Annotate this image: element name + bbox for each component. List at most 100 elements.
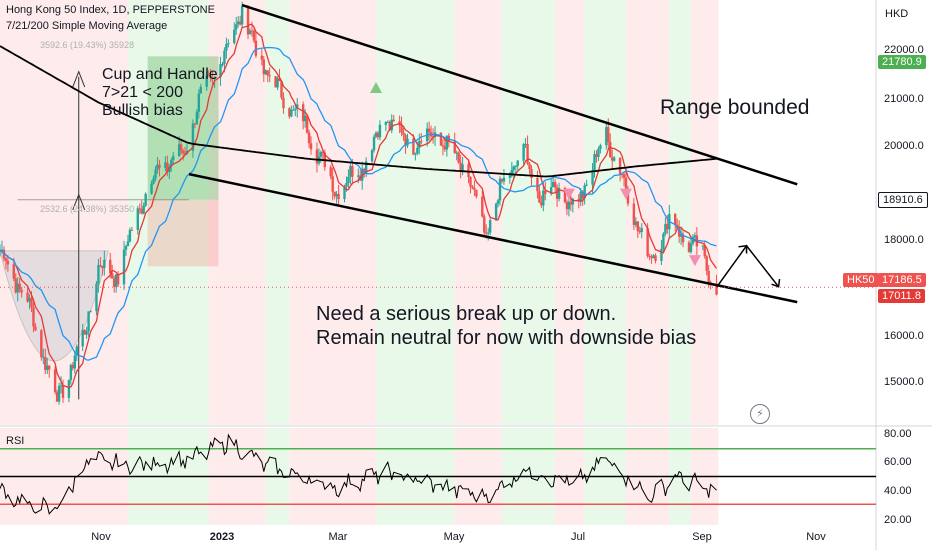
regime-band-5	[375, 0, 455, 425]
candle-body-228	[624, 177, 628, 189]
candle-body-135	[370, 150, 374, 162]
candle-body-48	[128, 229, 132, 242]
candle-body-74	[199, 86, 202, 94]
x-tick-nov-2022: Nov	[91, 531, 111, 543]
candle-body-21	[55, 392, 59, 402]
candle-body-13	[32, 307, 35, 327]
rsi-tick-80: 80.00	[884, 428, 912, 440]
price-tick-15000: 15000.0	[884, 376, 924, 388]
candle-body-245	[674, 213, 677, 225]
candle-body-166	[455, 152, 458, 154]
candle-body-168	[459, 162, 462, 171]
sma21-line	[0, 46, 717, 361]
candle-body-200	[549, 187, 553, 194]
candle-body-165	[453, 141, 456, 153]
candle-body-194	[530, 168, 533, 178]
signal-marker-3	[688, 255, 701, 267]
candle-body-187	[512, 166, 515, 170]
break-line-2: Remain neutral for now with downside bia…	[316, 327, 697, 349]
candle-body-43	[114, 274, 118, 287]
candle-body-87	[236, 21, 240, 25]
candle-body-84	[227, 42, 230, 44]
candle-body-188	[514, 165, 517, 167]
candle-body-146	[400, 125, 403, 133]
candle-body-225	[618, 157, 622, 175]
candle-body-125	[343, 186, 346, 200]
candle-body-19	[48, 365, 51, 370]
candle-body-36	[97, 265, 100, 284]
x-tick-jul: Jul	[570, 531, 586, 543]
candle-body-252	[691, 237, 695, 244]
candle-body-111	[303, 115, 307, 122]
candle-body-33	[87, 311, 90, 332]
candle-body-52	[140, 208, 143, 214]
regime-band-8	[555, 0, 585, 425]
candle-body-76	[207, 75, 210, 77]
candle-body-114	[309, 143, 313, 150]
candle-body-49	[130, 229, 134, 231]
candle-body-93	[252, 31, 256, 41]
candle-body-234	[640, 228, 643, 232]
candle-body-121	[331, 176, 334, 192]
cup-handle-annotation: Cup and Handle 7>21 < 200 Bullish bias	[102, 66, 218, 120]
candle-body-130	[357, 175, 360, 177]
candle-body-134	[364, 161, 368, 174]
candle-body-100	[274, 76, 277, 88]
projection-arrow-up	[738, 244, 748, 254]
last-symbol-tag: HK50	[843, 273, 879, 287]
candle-body-141	[386, 121, 390, 123]
candle-body-144	[392, 119, 395, 122]
candle-body-149	[406, 138, 409, 146]
candle-body-118	[321, 151, 325, 153]
x-tick-may: May	[443, 531, 465, 543]
candle-body-11	[28, 297, 31, 302]
candle-body-219	[599, 145, 602, 149]
candle-body-90	[246, 5, 250, 35]
candle-body-232	[636, 221, 640, 232]
candle-body-128	[349, 165, 352, 177]
candle-body-148	[404, 134, 407, 146]
candle-body-182	[498, 178, 502, 201]
regime-band-11	[669, 0, 691, 425]
candle-body-14	[34, 326, 37, 331]
candle-body-220	[605, 127, 608, 146]
candle-body-203	[555, 187, 559, 199]
candle-body-255	[701, 245, 704, 247]
candle-body-184	[502, 177, 506, 182]
sma7-price-tag: 17011.8	[878, 289, 925, 303]
candle-body-44	[116, 274, 120, 285]
candle-body-173	[473, 187, 476, 190]
candle-body-205	[563, 188, 567, 203]
candle-body-7	[16, 283, 19, 293]
rsi-tick-20: 20.00	[884, 514, 912, 526]
candle-body-17	[44, 357, 47, 370]
candle-body-133	[362, 168, 366, 174]
candle-body-104	[282, 97, 285, 109]
indicator-legend: 7/21/200 Simple Moving Average	[6, 20, 168, 32]
x-tick-sep: Sep	[692, 531, 712, 543]
candle-body-92	[250, 30, 254, 32]
flash-icon[interactable]: ⚡	[750, 404, 770, 424]
candle-body-175	[481, 196, 484, 217]
candle-body-18	[46, 365, 49, 370]
candle-body-112	[305, 115, 309, 133]
measure-arrow-top	[72, 70, 86, 88]
candle-body-64	[172, 156, 175, 161]
candle-body-42	[112, 278, 116, 287]
candle-body-241	[662, 233, 665, 249]
candle-body-97	[264, 70, 267, 75]
candle-body-28	[73, 355, 77, 369]
candle-body-37	[99, 265, 102, 267]
currency-label[interactable]: HKD	[885, 8, 909, 20]
candle-body-210	[577, 198, 580, 201]
candle-body-248	[679, 234, 683, 237]
candle-body-171	[469, 177, 472, 187]
candle-body-32	[85, 331, 88, 335]
candle-body-154	[420, 140, 423, 142]
candle-body-15	[40, 330, 43, 358]
candle-body-98	[266, 70, 269, 76]
candle-body-217	[595, 154, 598, 157]
candle-body-29	[75, 346, 78, 356]
candle-body-47	[126, 241, 130, 247]
candle-body-256	[703, 245, 706, 257]
